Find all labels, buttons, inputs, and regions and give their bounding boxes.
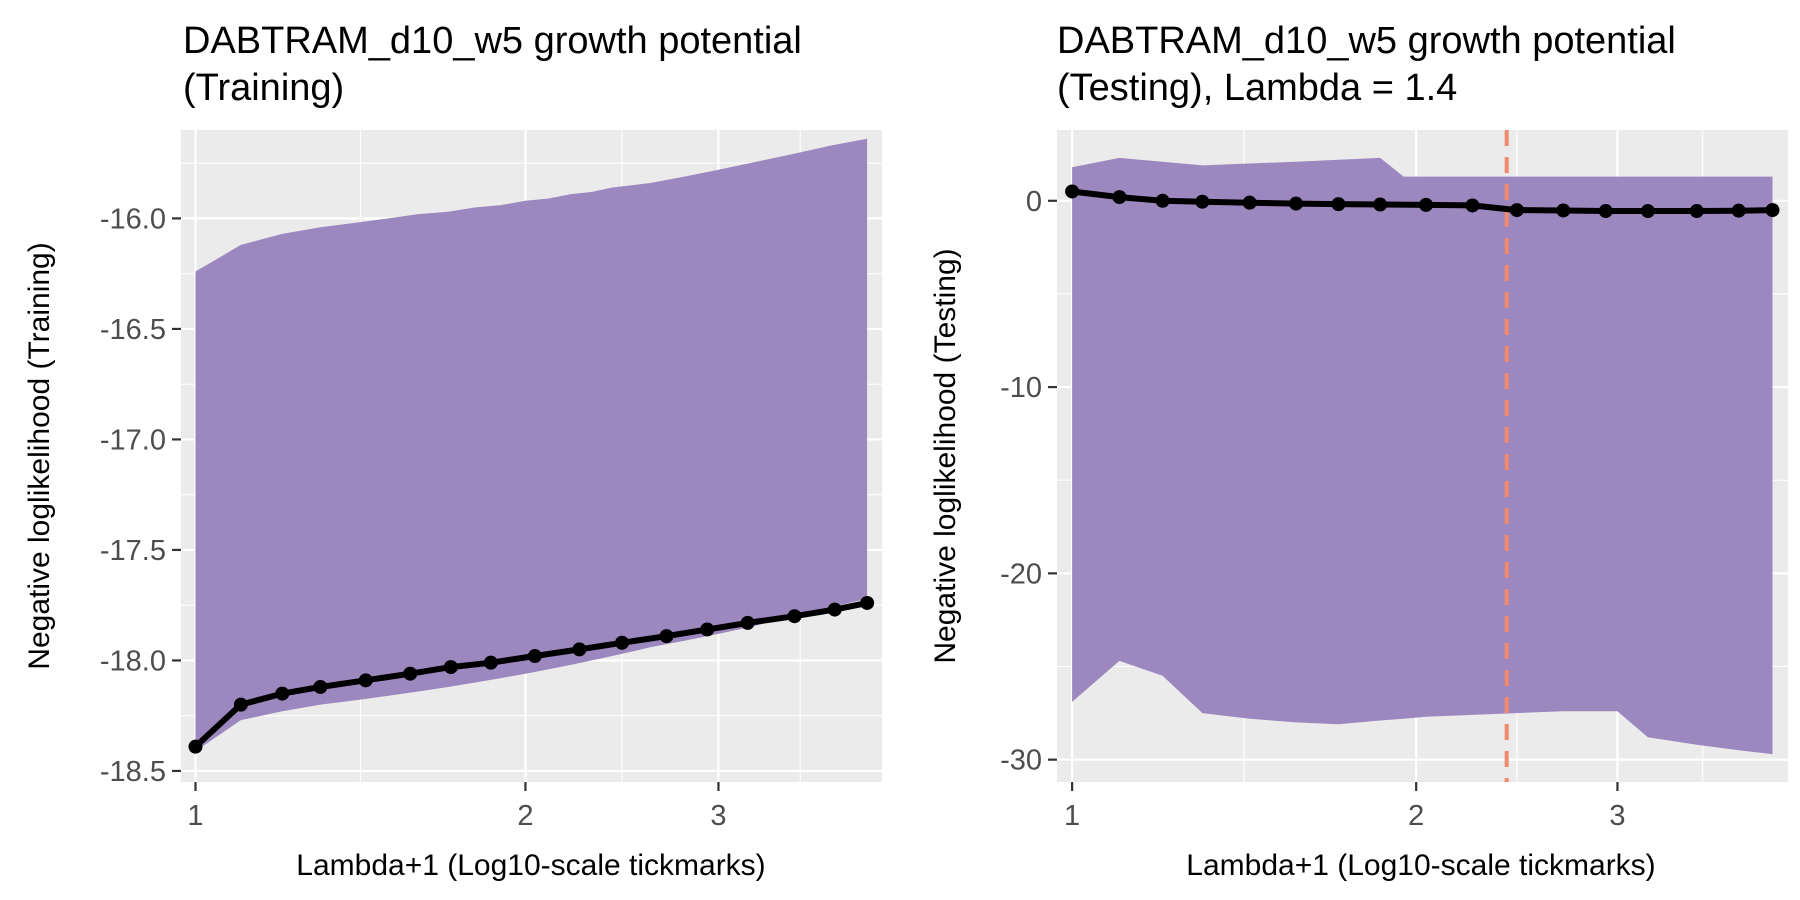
chart-training: DABTRAM_d10_w5 growth potential (Trainin…: [23, 20, 882, 882]
data-point: [1689, 204, 1704, 219]
series-marks: [1065, 130, 1780, 782]
y-axis-title: Negative loglikelihood (Testing): [929, 248, 962, 663]
data-point: [659, 629, 674, 644]
chart-title-line2: (Training): [183, 67, 344, 109]
data-point: [1640, 204, 1655, 219]
chart-title-line1: DABTRAM_d10_w5 growth potential: [1057, 20, 1676, 62]
data-point: [615, 635, 630, 650]
data-point: [787, 609, 802, 624]
data-point: [860, 595, 875, 610]
data-point: [1556, 203, 1571, 218]
x-tick-label: 2: [1408, 800, 1424, 832]
y-tick-label: -30: [1000, 745, 1042, 777]
data-point: [233, 697, 248, 712]
data-point: [1065, 184, 1080, 199]
data-point: [1195, 194, 1210, 209]
y-tick-label: -20: [1000, 558, 1042, 590]
data-point: [572, 642, 587, 657]
series-marks: [188, 595, 875, 754]
data-point: [1465, 198, 1480, 213]
y-tick-label: -18.0: [100, 645, 166, 677]
x-tick-label: 1: [187, 800, 203, 832]
y-tick-label: -18.5: [100, 756, 166, 788]
chart-testing: DABTRAM_d10_w5 growth potential (Testing…: [929, 20, 1788, 882]
y-tick-label: -16.5: [100, 314, 166, 346]
x-tick-label: 3: [1609, 800, 1625, 832]
data-point: [403, 666, 418, 681]
axes: 1 2 3 -30 -20 -10 0: [1000, 186, 1625, 832]
y-tick-label: -17.0: [100, 424, 166, 456]
data-point: [483, 655, 498, 670]
data-point: [1289, 196, 1304, 211]
axes: 1 2 3 -18.5 -18.0 -17.5 -17.0 -16.5 -16.0: [100, 203, 727, 832]
x-axis-title: Lambda+1 (Log10-scale tickmarks): [1186, 849, 1655, 882]
chart-title-line1: DABTRAM_d10_w5 growth potential: [183, 20, 802, 62]
y-tick-label: -17.5: [100, 535, 166, 567]
y-axis-title: Negative loglikelihood (Training): [23, 242, 56, 669]
confidence-band: [1072, 157, 1773, 755]
data-point: [188, 739, 203, 754]
data-point: [1112, 190, 1127, 205]
data-point: [275, 686, 290, 701]
data-point: [1242, 195, 1257, 210]
data-point: [1331, 197, 1346, 212]
data-point: [443, 660, 458, 675]
data-point: [1155, 193, 1170, 208]
data-point: [827, 602, 842, 617]
data-point: [1509, 203, 1524, 218]
chart-title-line2: (Testing), Lambda = 1.4: [1057, 67, 1457, 109]
confidence-band: [195, 138, 868, 752]
data-point: [527, 649, 542, 664]
data-point: [700, 622, 715, 637]
data-point: [1731, 203, 1746, 218]
y-tick-label: 0: [1026, 186, 1042, 218]
x-tick-label: 1: [1064, 800, 1080, 832]
data-point: [740, 615, 755, 630]
data-point: [1419, 197, 1434, 212]
x-tick-label: 3: [710, 800, 726, 832]
data-point: [1598, 204, 1613, 219]
x-axis-title: Lambda+1 (Log10-scale tickmarks): [296, 849, 765, 882]
data-point: [358, 673, 373, 688]
data-point: [1765, 203, 1780, 218]
y-tick-label: -16.0: [100, 203, 166, 235]
x-tick-label: 2: [517, 800, 533, 832]
data-point: [1373, 197, 1388, 212]
data-point: [313, 679, 328, 694]
y-tick-label: -10: [1000, 372, 1042, 404]
